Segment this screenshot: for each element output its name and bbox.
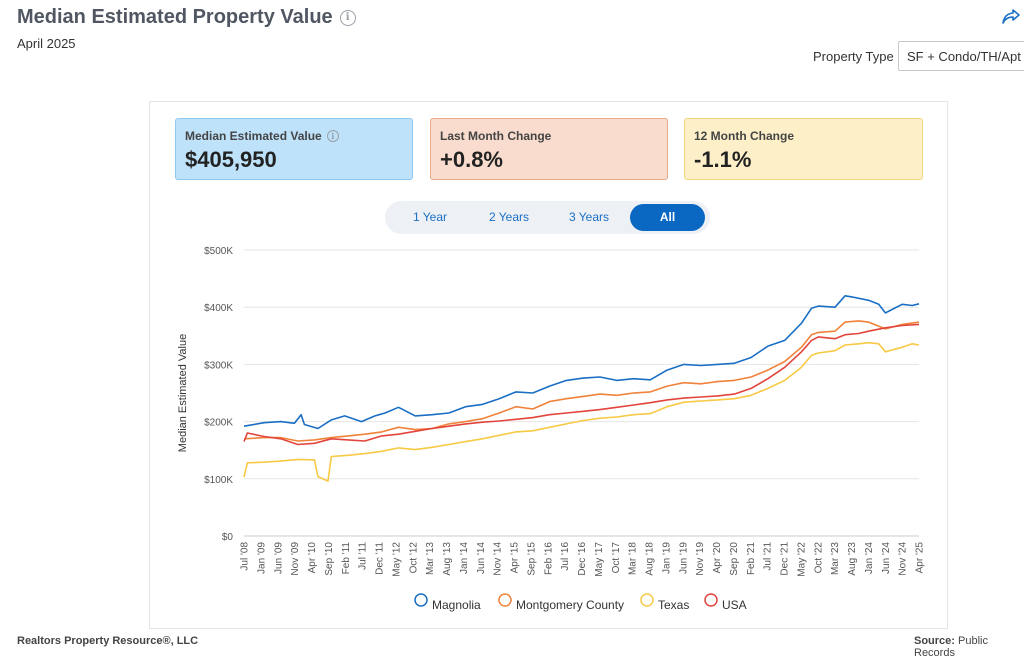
median-value-label-text: Median Estimated Value: [185, 129, 322, 143]
page-title-text: Median Estimated Property Value: [17, 6, 333, 28]
median-value-label: Median Estimated Value i: [185, 129, 403, 143]
page-subtitle: April 2025: [17, 36, 76, 51]
last-month-change-value: +0.8%: [440, 147, 503, 172]
median-value: $405,950: [185, 147, 277, 172]
footer-copyright: Realtors Property Resource®, LLC: [17, 635, 199, 647]
source-label: Source:: [914, 635, 955, 647]
tab-all[interactable]: All: [630, 204, 705, 231]
tab-3-years[interactable]: 3 Years: [568, 210, 610, 224]
twelve-month-change-card: 12 Month Change -1.1%: [684, 118, 923, 180]
info-icon[interactable]: i: [339, 9, 356, 26]
tab-2-years[interactable]: 2 Years: [488, 210, 530, 224]
page-title: Median Estimated Property Value i: [17, 6, 356, 29]
share-icon[interactable]: [1001, 8, 1021, 26]
chart-panel: [149, 101, 948, 629]
twelve-month-change-value: -1.1%: [694, 147, 752, 172]
time-range-tabs: 1 Year 2 Years 3 Years All: [385, 201, 710, 234]
property-type-label: Property Type: [813, 49, 894, 64]
median-value-card: Median Estimated Value i $405,950: [175, 118, 413, 180]
info-icon[interactable]: i: [326, 130, 339, 142]
tab-1-year[interactable]: 1 Year: [412, 210, 448, 224]
property-type-select[interactable]: SF + Condo/TH/Apt: [898, 41, 1024, 71]
footer-source: Source: Public Records: [914, 635, 1024, 659]
last-month-change-label: Last Month Change: [440, 129, 552, 143]
twelve-month-change-label: 12 Month Change: [694, 129, 795, 143]
last-month-change-card: Last Month Change +0.8%: [430, 118, 668, 180]
